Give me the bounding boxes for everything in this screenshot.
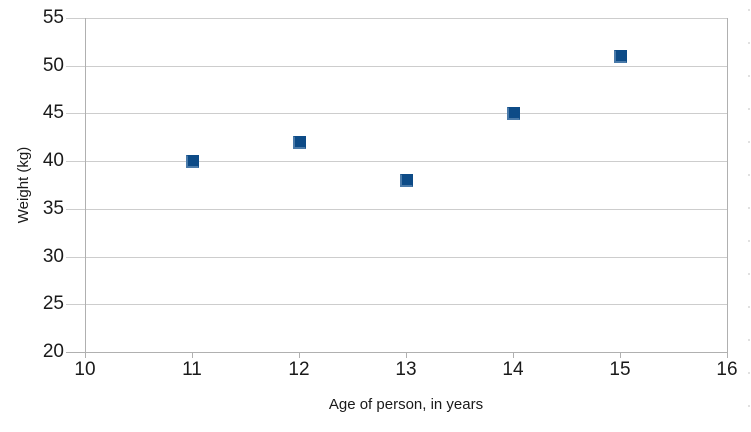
data-point-marker [507, 107, 520, 120]
x-axis-tick [620, 352, 621, 358]
x-axis-tick [406, 352, 407, 358]
x-tick-label: 14 [502, 359, 524, 380]
x-tick-label: 10 [74, 359, 96, 380]
x-axis-line [66, 352, 727, 353]
x-tick-label: 12 [288, 359, 310, 380]
x-axis-tick [85, 352, 86, 358]
y-tick-label: 50 [42, 55, 64, 76]
y-axis-line [85, 18, 86, 352]
x-tick-label: 16 [716, 359, 738, 380]
y-gridline [66, 18, 727, 19]
y-gridline [66, 209, 727, 210]
x-axis-tick [192, 352, 193, 358]
plot-right-border [727, 18, 728, 352]
x-axis-title: Age of person, in years [328, 396, 484, 413]
data-point-marker [614, 50, 627, 63]
y-tick-label: 45 [42, 102, 64, 123]
y-gridline [66, 113, 727, 114]
y-tick-label: 30 [42, 246, 64, 267]
y-tick-label: 55 [42, 7, 64, 28]
x-axis-tick [513, 352, 514, 358]
y-tick-label: 25 [42, 293, 64, 314]
selection-dots [748, 9, 750, 432]
data-point-marker [293, 136, 306, 149]
y-gridline [66, 304, 727, 305]
data-point-marker [186, 155, 199, 168]
x-axis-tick [299, 352, 300, 358]
data-point-marker [400, 174, 413, 187]
y-gridline [66, 257, 727, 258]
y-gridline [66, 66, 727, 67]
y-tick-label: 20 [42, 341, 64, 362]
x-tick-label: 15 [609, 359, 631, 380]
y-gridline [66, 161, 727, 162]
x-tick-label: 11 [182, 359, 202, 380]
y-tick-label: 35 [42, 198, 64, 219]
x-axis-tick [727, 352, 728, 358]
y-tick-label: 40 [42, 150, 64, 171]
x-tick-label: 13 [395, 359, 417, 380]
